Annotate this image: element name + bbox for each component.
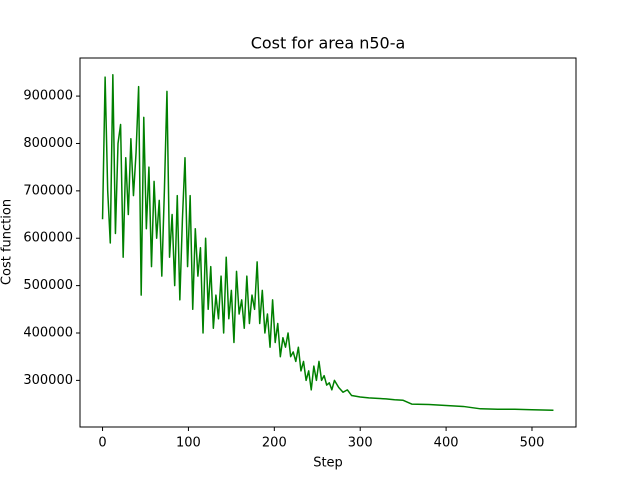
x-tick-label: 100 xyxy=(176,436,201,451)
x-tick-label: 500 xyxy=(520,436,545,451)
plot-frame xyxy=(79,57,577,428)
x-tick-label: 200 xyxy=(262,436,287,451)
x-tick-label: 300 xyxy=(348,436,373,451)
x-axis-label: Step xyxy=(313,456,343,471)
x-tick-label: 400 xyxy=(434,436,459,451)
data-line xyxy=(101,74,554,411)
y-tick-label: 700000 xyxy=(23,183,73,198)
chart-title: Cost for area n50-a xyxy=(251,34,406,53)
x-tick-label: 0 xyxy=(98,436,106,451)
y-tick-label: 600000 xyxy=(23,231,73,246)
y-tick-label: 300000 xyxy=(23,373,73,388)
y-tick-label: 800000 xyxy=(23,136,73,151)
y-tick-label: 400000 xyxy=(23,325,73,340)
y-axis-label: Cost function xyxy=(0,199,15,285)
y-tick-label: 900000 xyxy=(23,89,73,104)
y-tick-label: 500000 xyxy=(23,278,73,293)
